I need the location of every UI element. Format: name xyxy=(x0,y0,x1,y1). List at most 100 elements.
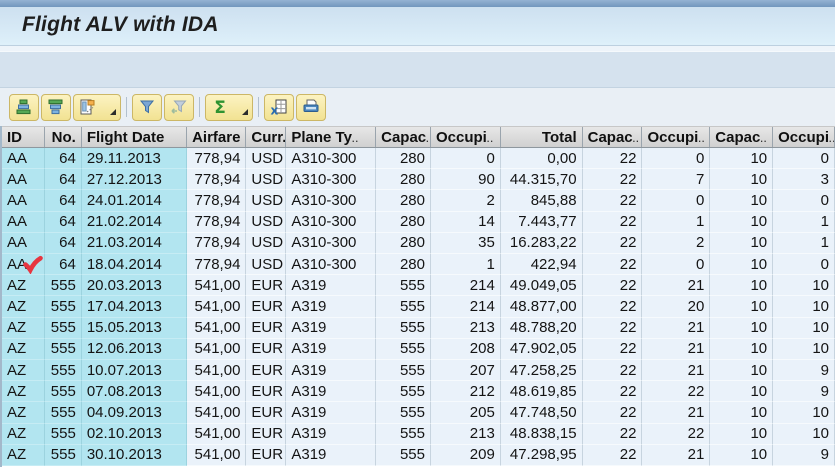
table-cell[interactable]: 280 xyxy=(376,232,431,255)
table-cell[interactable]: 555 xyxy=(44,423,82,445)
table-cell[interactable]: 541,00 xyxy=(186,381,247,403)
table-cell[interactable]: A319 xyxy=(286,381,377,403)
table-cell[interactable]: AZ xyxy=(2,423,45,445)
table-cell[interactable]: AZ xyxy=(2,296,45,318)
table-cell[interactable]: 555 xyxy=(44,402,82,424)
table-cell[interactable]: 3 xyxy=(773,169,835,191)
table-cell[interactable]: A319 xyxy=(286,338,377,361)
table-cell[interactable]: 0 xyxy=(642,190,711,212)
table-cell[interactable]: 10.07.2013 xyxy=(81,360,187,382)
column-header-flight-date-2[interactable]: Flight Date xyxy=(82,127,187,147)
table-cell[interactable]: 47.748,50 xyxy=(500,402,583,424)
table-cell[interactable]: 64 xyxy=(44,148,82,170)
print-button[interactable] xyxy=(296,93,326,121)
table-cell[interactable]: 47.298,95 xyxy=(500,444,583,467)
table-cell[interactable]: 778,94 xyxy=(186,254,247,276)
table-cell[interactable]: AZ xyxy=(2,338,45,361)
table-cell[interactable]: A310-300 xyxy=(286,232,377,255)
table-cell[interactable]: 10 xyxy=(710,360,774,382)
table-cell[interactable]: A310-300 xyxy=(286,211,377,233)
table-cell[interactable]: 21.03.2014 xyxy=(81,232,187,255)
table-cell[interactable]: 22 xyxy=(582,296,643,318)
table-cell[interactable]: EUR xyxy=(246,317,287,339)
table-cell[interactable]: 24.01.2014 xyxy=(81,190,187,212)
table-cell[interactable]: 48.877,00 xyxy=(500,296,583,318)
sort-ascending-button[interactable] xyxy=(9,93,39,121)
table-cell[interactable]: 541,00 xyxy=(186,317,247,339)
table-cell[interactable]: A319 xyxy=(286,423,377,445)
table-cell[interactable]: USD xyxy=(246,190,287,212)
table-cell[interactable]: EUR xyxy=(246,275,287,297)
table-cell[interactable]: 16.283,22 xyxy=(500,232,583,255)
table-cell[interactable]: 21 xyxy=(642,317,711,339)
sum-button[interactable]: Σ xyxy=(205,93,253,121)
table-cell[interactable]: 48.838,15 xyxy=(500,423,583,445)
table-cell[interactable]: EUR xyxy=(246,381,287,403)
table-cell[interactable]: 1 xyxy=(773,232,835,255)
table-cell[interactable]: AZ xyxy=(2,360,45,382)
table-cell[interactable]: 541,00 xyxy=(186,423,247,445)
table-cell[interactable]: A319 xyxy=(286,402,377,424)
table-cell[interactable]: 213 xyxy=(430,423,501,445)
table-cell[interactable]: 49.049,05 xyxy=(500,275,583,297)
set-filter-button[interactable] xyxy=(132,93,162,121)
table-cell[interactable]: 0 xyxy=(642,254,711,276)
table-cell[interactable]: A310-300 xyxy=(286,254,377,276)
table-cell[interactable]: 47.258,25 xyxy=(500,360,583,382)
table-cell[interactable]: 1 xyxy=(773,211,835,233)
table-cell[interactable]: 1 xyxy=(642,211,711,233)
table-cell[interactable]: 22 xyxy=(582,275,643,297)
table-cell[interactable]: 209 xyxy=(430,444,501,467)
table-cell[interactable]: 14 xyxy=(430,211,501,233)
table-cell[interactable]: 10 xyxy=(710,423,774,445)
table-cell[interactable]: AZ xyxy=(2,402,45,424)
table-cell[interactable]: 0 xyxy=(430,148,501,170)
table-cell[interactable]: 541,00 xyxy=(186,275,247,297)
table-cell[interactable]: A319 xyxy=(286,317,377,339)
table-cell[interactable]: 422,94 xyxy=(500,254,583,276)
table-cell[interactable]: 555 xyxy=(376,444,431,467)
table-cell[interactable]: 44.315,70 xyxy=(500,169,583,191)
sort-descending-button[interactable] xyxy=(41,93,71,121)
table-cell[interactable]: 22 xyxy=(582,232,643,255)
table-cell[interactable]: 18.04.2014 xyxy=(81,254,187,276)
table-cell[interactable]: AA xyxy=(2,232,45,255)
table-cell[interactable]: 10 xyxy=(710,296,774,318)
export-to-spreadsheet-button[interactable]: x xyxy=(264,93,294,121)
column-header-occupi-10[interactable]: Occupi.. xyxy=(642,127,711,147)
table-cell[interactable]: 10 xyxy=(773,423,835,445)
table-cell[interactable]: 22 xyxy=(582,169,643,191)
table-cell[interactable]: USD xyxy=(246,232,287,255)
table-cell[interactable]: 280 xyxy=(376,148,431,170)
table-cell[interactable]: AA xyxy=(2,211,45,233)
column-header-occupi-7[interactable]: Occupi.. xyxy=(431,127,501,147)
column-header-capac-11[interactable]: Capac.. xyxy=(710,127,774,147)
table-cell[interactable]: 12.06.2013 xyxy=(81,338,187,361)
column-header-capac-9[interactable]: Capac.. xyxy=(583,127,643,147)
table-cell[interactable]: 555 xyxy=(44,444,82,467)
table-cell[interactable]: 21 xyxy=(642,275,711,297)
table-cell[interactable]: 555 xyxy=(376,360,431,382)
table-cell[interactable]: 778,94 xyxy=(186,211,247,233)
table-cell[interactable]: EUR xyxy=(246,444,287,467)
table-cell[interactable]: 22 xyxy=(582,381,643,403)
table-cell[interactable]: 2 xyxy=(430,190,501,212)
table-cell[interactable]: 541,00 xyxy=(186,444,247,467)
table-cell[interactable]: 555 xyxy=(44,381,82,403)
table-cell[interactable]: 555 xyxy=(376,381,431,403)
table-cell[interactable]: 7 xyxy=(642,169,711,191)
table-cell[interactable]: 778,94 xyxy=(186,232,247,255)
table-cell[interactable]: 2 xyxy=(642,232,711,255)
table-cell[interactable]: 213 xyxy=(430,317,501,339)
table-cell[interactable]: 64 xyxy=(44,211,82,233)
table-cell[interactable]: 10 xyxy=(710,444,774,467)
table-cell[interactable]: 0 xyxy=(773,190,835,212)
table-cell[interactable]: 48.619,85 xyxy=(500,381,583,403)
table-cell[interactable]: 10 xyxy=(710,317,774,339)
column-header-occupi-12[interactable]: Occupi.. xyxy=(773,127,835,147)
table-cell[interactable]: 9 xyxy=(773,381,835,403)
table-cell[interactable]: 541,00 xyxy=(186,402,247,424)
table-cell[interactable]: 0 xyxy=(773,254,835,276)
table-cell[interactable]: USD xyxy=(246,169,287,191)
table-cell[interactable]: EUR xyxy=(246,423,287,445)
